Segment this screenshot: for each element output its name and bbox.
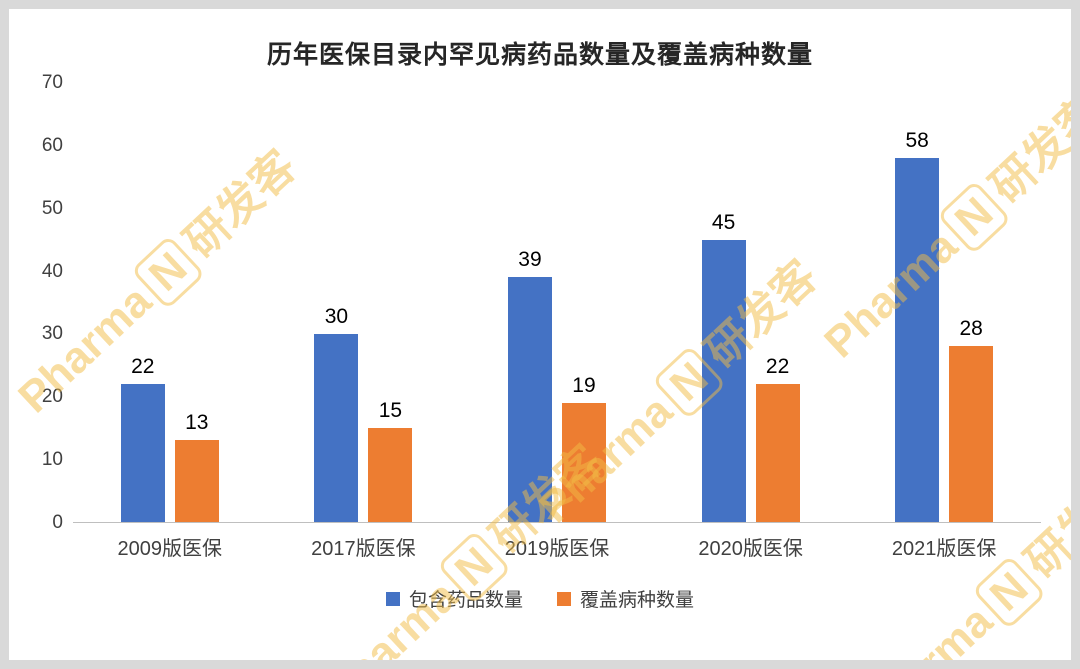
- bar: [120, 384, 165, 522]
- bar-and-label: 58: [895, 83, 940, 522]
- bar-value-label: 22: [131, 355, 155, 379]
- bar-value-label: 22: [765, 355, 790, 379]
- y-tick-label: 60: [41, 134, 63, 156]
- legend-item: 包含药品数量: [385, 585, 523, 612]
- x-axis-labels: 2009版医保 2017版医保 2019版医保 2020版医保 2021版医保: [73, 523, 1041, 569]
- y-tick-label: 0: [52, 512, 63, 533]
- bar: [314, 333, 359, 522]
- bar-and-label: 13: [174, 83, 219, 522]
- y-tick-label: 40: [41, 260, 63, 282]
- x-axis-label: 2009版医保: [117, 537, 223, 560]
- plot-area: 22 13 30 15 39 19 45 22 58 28: [73, 83, 1041, 523]
- bar: [561, 402, 606, 522]
- legend-label: 包含药品数量: [408, 590, 523, 611]
- chart-background: 历年医保目录内罕见病药品数量及覆盖病种数量 70 60 50 40 30 20 10 0 22…: [9, 9, 1071, 660]
- bar-group: 58 28: [847, 83, 1041, 522]
- bar-and-label: 28: [949, 83, 994, 522]
- bar: [507, 277, 552, 522]
- y-tick-label: 20: [41, 386, 63, 408]
- bar-and-label: 45: [701, 83, 746, 522]
- bar-value-label: 19: [572, 373, 596, 397]
- legend-item: 覆盖病种数量: [557, 585, 694, 612]
- chart-title: 历年医保目录内罕见病药品数量及覆盖病种数量: [266, 41, 813, 69]
- bar-group: 45 22: [654, 83, 848, 522]
- bar-value-label: 39: [518, 248, 542, 272]
- chart-body: 70 60 50 40 30 20 10 0 22 13 30 15 39 19 45 22 58 28: [27, 72, 1041, 533]
- bar-value-label: 15: [378, 398, 403, 422]
- bar: [755, 384, 800, 522]
- legend: 包含药品数量 覆盖病种数量: [9, 585, 1071, 612]
- bar-value-label: 45: [711, 210, 736, 234]
- x-axis-label: 2019版医保: [504, 537, 610, 560]
- bar-value-label: 13: [185, 411, 209, 435]
- bar: [701, 239, 746, 522]
- bar-group: 30 15: [267, 83, 461, 522]
- legend-swatch: [557, 591, 571, 606]
- bar-and-label: 19: [561, 83, 606, 522]
- bar-and-label: 15: [368, 83, 413, 522]
- legend-swatch: [385, 591, 400, 606]
- bar: [368, 427, 413, 522]
- bar-value-label: 28: [959, 317, 983, 341]
- bar-group: 39 19: [460, 83, 654, 522]
- bar: [895, 158, 940, 522]
- bar-and-label: 22: [755, 83, 800, 522]
- y-tick-label: 50: [41, 197, 63, 219]
- bar: [174, 440, 219, 522]
- y-axis: 70 60 50 40 30 20 10 0: [27, 72, 73, 533]
- y-tick-label: 70: [41, 72, 63, 93]
- y-tick-label: 30: [41, 323, 63, 345]
- bar-and-label: 22: [120, 83, 165, 522]
- bar-value-label: 58: [905, 129, 929, 153]
- x-axis-label: 2020版医保: [698, 537, 803, 560]
- bar: [949, 346, 994, 522]
- legend-label: 覆盖病种数量: [580, 590, 695, 611]
- x-axis-label: 2021版医保: [891, 537, 997, 560]
- bar-and-label: 39: [507, 83, 552, 522]
- bar-group: 22 13: [73, 83, 267, 522]
- y-tick-label: 10: [41, 449, 63, 471]
- bar-and-label: 30: [314, 83, 359, 522]
- x-axis-label: 2017版医保: [311, 537, 416, 560]
- bar-value-label: 30: [324, 304, 349, 328]
